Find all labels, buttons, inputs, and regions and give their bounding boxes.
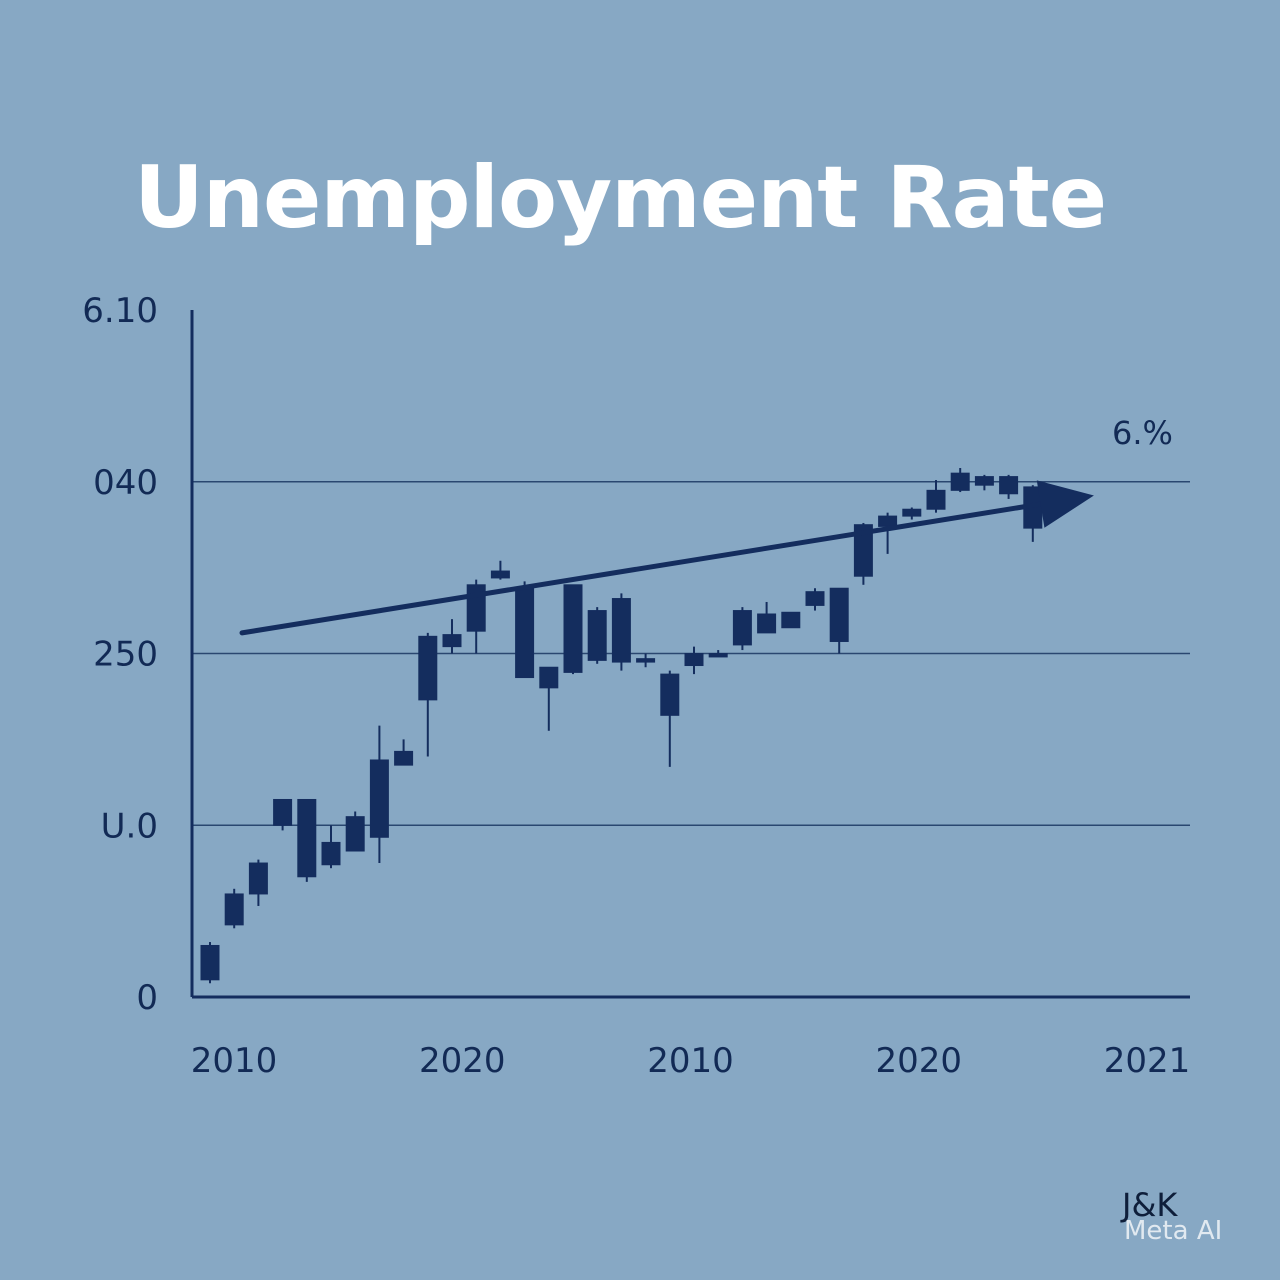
candle-body — [539, 666, 559, 689]
candle-body — [369, 759, 389, 838]
candlestick — [684, 646, 704, 675]
candle-body — [878, 515, 898, 527]
candle-body — [515, 587, 535, 679]
candle-body — [394, 750, 414, 766]
candle-body — [418, 635, 438, 701]
candle-body — [829, 587, 849, 642]
candle-body — [902, 508, 922, 517]
candle-body — [200, 944, 220, 981]
candlestick — [587, 607, 607, 664]
candle-body — [345, 816, 365, 852]
trend-arrow — [239, 480, 1094, 636]
candlestick — [394, 739, 414, 766]
x-axis-ticks: 2010 2020 2010 2020 2021 — [191, 1041, 1191, 1081]
candle-body — [781, 611, 801, 629]
y-tick-label: 0 — [136, 978, 158, 1018]
arrow-head — [1036, 480, 1094, 528]
candlestick — [902, 507, 922, 520]
y-axis-ticks: 0 U.0 250 040 6.10 — [82, 291, 158, 1018]
candle-body — [224, 893, 244, 926]
candle-body — [611, 598, 631, 663]
candlestick — [805, 588, 825, 611]
candlestick — [539, 666, 559, 731]
candlestick — [200, 942, 220, 984]
axes — [190, 310, 1190, 999]
candle-body — [974, 476, 994, 486]
y-tick-label: 6.10 — [82, 291, 158, 331]
candlestick — [297, 798, 317, 882]
x-tick-label: 2021 — [1104, 1041, 1191, 1081]
x-tick-label: 2020 — [875, 1041, 962, 1081]
candlestick — [950, 468, 970, 493]
candle-body — [563, 584, 583, 673]
watermark: Meta AI — [1124, 1216, 1223, 1246]
candlestick — [781, 611, 801, 629]
publisher-logo: J&K — [1122, 1186, 1178, 1224]
candlestick — [418, 632, 438, 757]
x-tick-label: 2010 — [191, 1041, 278, 1081]
x-tick-label: 2010 — [647, 1041, 734, 1081]
candle-body — [999, 476, 1019, 495]
candlestick — [248, 859, 268, 906]
candlestick — [878, 512, 898, 554]
candle-body — [660, 673, 680, 716]
candle-body — [926, 489, 946, 510]
candlestick — [345, 811, 365, 852]
candle-body — [805, 591, 825, 606]
candlestick — [490, 560, 510, 580]
candle-body — [321, 841, 341, 866]
candle-body — [636, 658, 656, 663]
candlestick — [321, 825, 341, 869]
candlestick — [757, 601, 777, 634]
y-tick-label: 040 — [93, 463, 158, 503]
candle-body — [248, 862, 268, 895]
candlestick — [660, 670, 680, 767]
candle-body — [684, 653, 704, 667]
candlestick — [999, 474, 1019, 499]
candle-body — [950, 472, 970, 491]
candle-body — [297, 798, 317, 878]
candlestick — [708, 650, 728, 658]
candle-body — [708, 653, 728, 658]
candlestick — [369, 725, 389, 864]
x-tick-label: 2020 — [419, 1041, 506, 1081]
candle-body — [442, 634, 462, 648]
candle-body — [732, 610, 752, 646]
candlestick — [563, 584, 583, 675]
candlestick — [273, 798, 293, 831]
trend-line — [239, 501, 1044, 636]
page-title: Unemployment Rate — [133, 148, 1107, 248]
candlestick — [974, 474, 994, 491]
candlestick — [926, 480, 946, 513]
candlestick — [829, 587, 849, 654]
candlestick — [466, 579, 486, 654]
candlestick — [636, 653, 656, 668]
y-tick-label: 250 — [93, 635, 158, 675]
candle-body — [490, 570, 510, 579]
candle-body — [757, 613, 777, 634]
candlestick — [224, 888, 244, 929]
candle-body — [853, 524, 873, 577]
y-tick-label: U.0 — [101, 806, 158, 846]
candle-body — [273, 798, 293, 826]
candlesticks — [200, 468, 1043, 984]
candlestick — [611, 593, 631, 671]
candlestick — [442, 619, 462, 654]
candlestick — [515, 581, 535, 679]
candlestick — [732, 607, 752, 651]
annotation-label: 6.% — [1112, 414, 1173, 452]
candle-body — [587, 610, 607, 661]
